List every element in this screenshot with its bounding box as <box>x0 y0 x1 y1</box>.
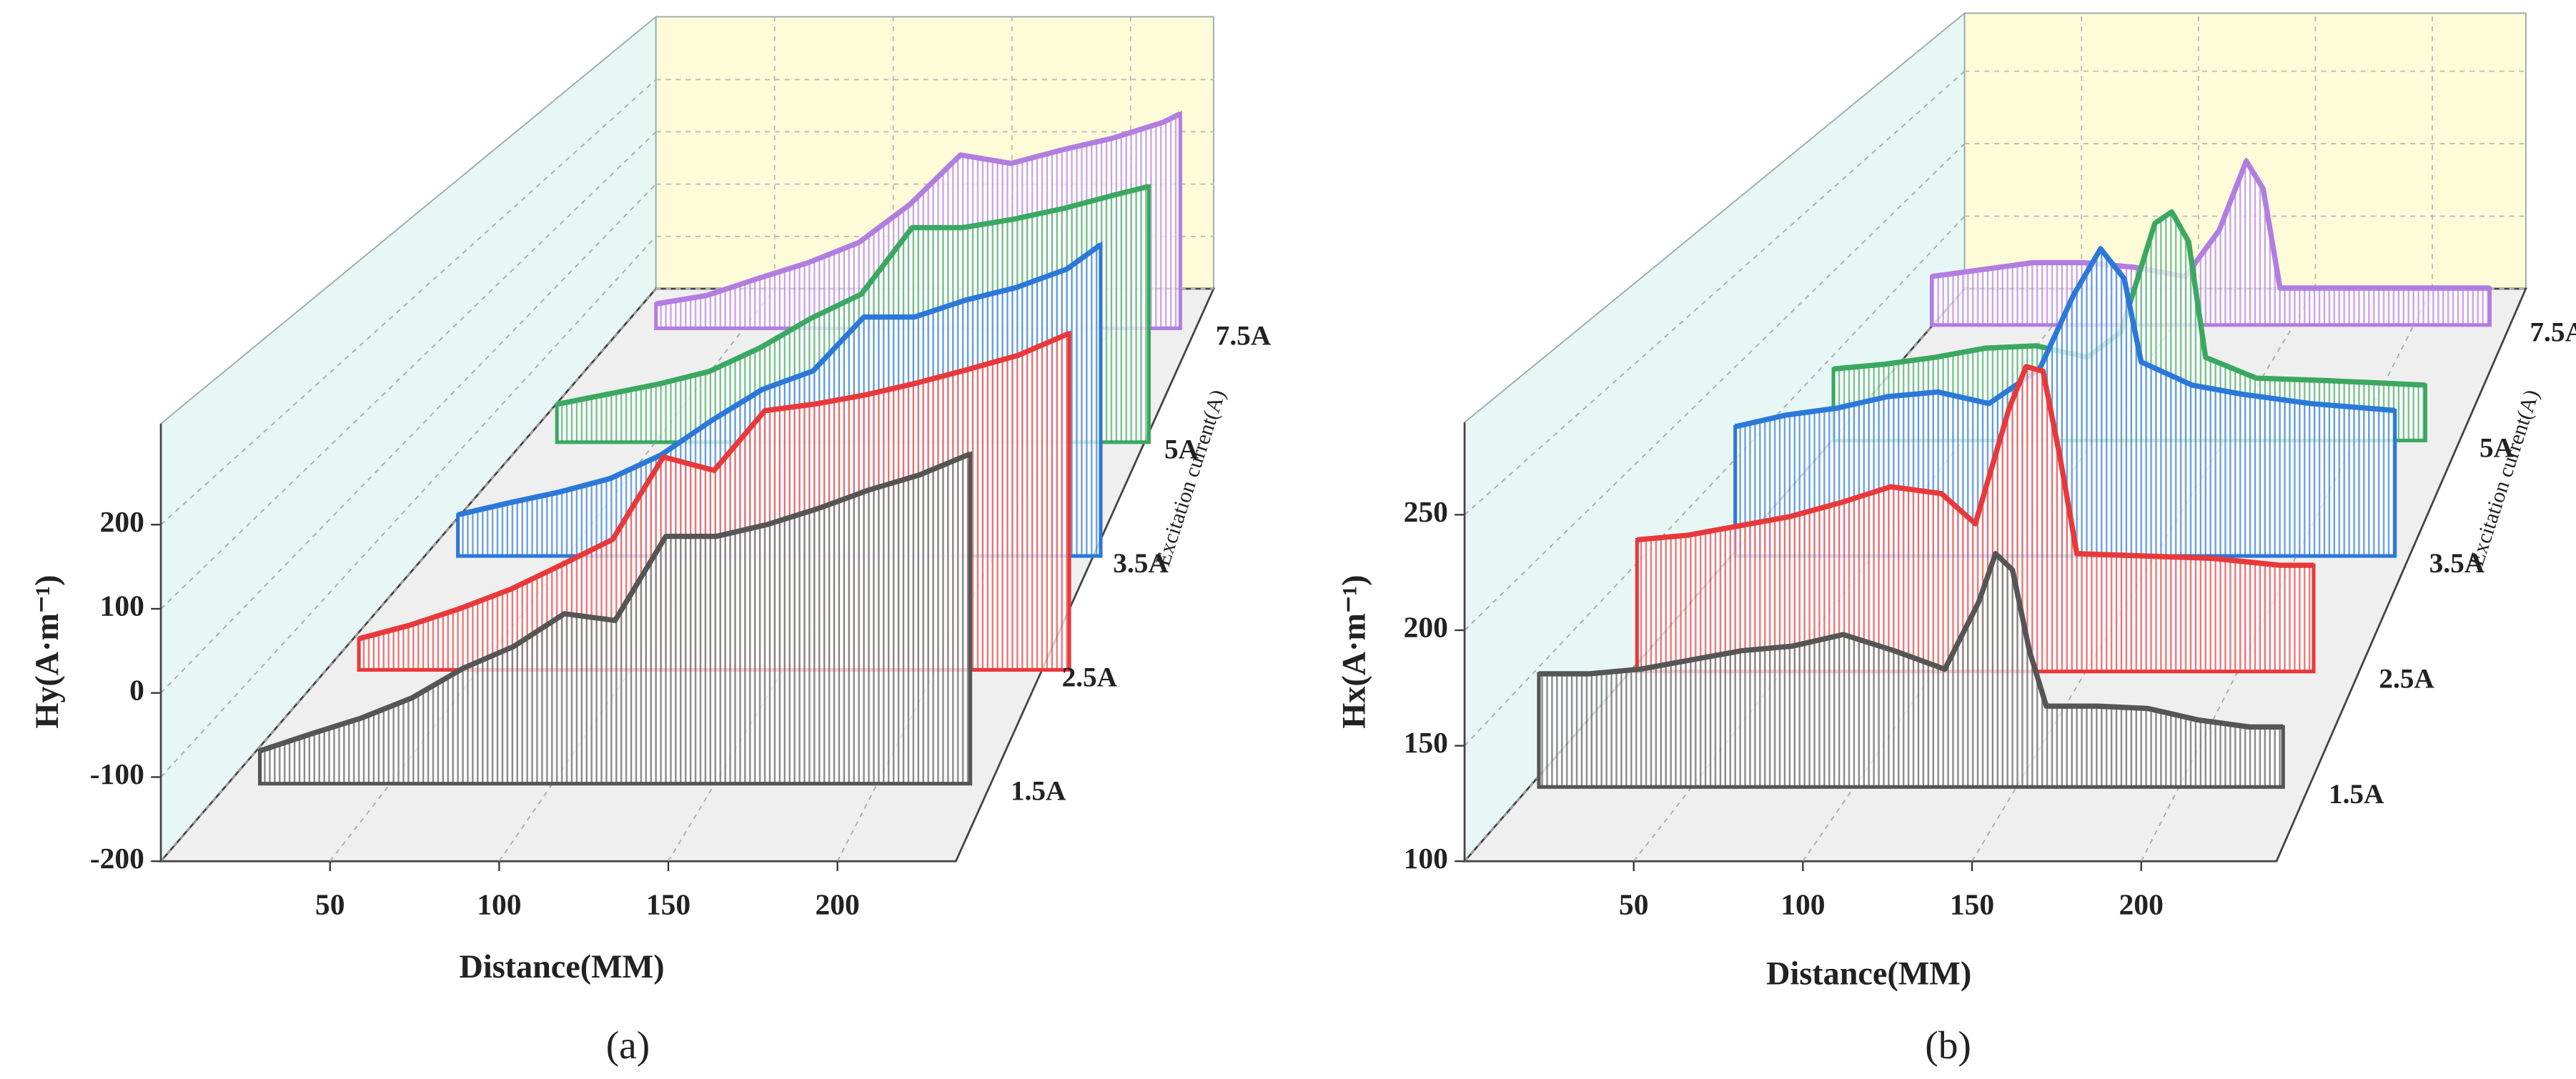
depth-label: 7.5A <box>2530 317 2576 348</box>
y-tick-label: 250 <box>1404 495 1448 528</box>
grid-line <box>160 288 657 862</box>
x-tick-label: 200 <box>816 887 860 920</box>
depth-axis-title: Excitation current(A) <box>1151 387 1230 569</box>
series-line <box>1636 364 2314 568</box>
y-tick-label: 0 <box>129 673 144 706</box>
panel-label: (a) <box>606 1023 650 1067</box>
y-tick-label: 150 <box>1404 726 1448 759</box>
y-axis-title: Hy(A·m⁻¹) <box>29 575 65 728</box>
y-tick-label: 200 <box>1404 611 1448 644</box>
y-tick-label: 100 <box>1404 842 1448 875</box>
depth-label: 7.5A <box>1216 320 1272 351</box>
grid-line <box>1464 70 1966 516</box>
x-tick-label: 100 <box>477 887 521 920</box>
x-tick-label: 150 <box>1950 887 1994 920</box>
series-line <box>1833 209 2426 388</box>
x-tick-label: 150 <box>646 887 690 920</box>
depth-label: 5A <box>2480 432 2515 463</box>
x-tick-label: 200 <box>2119 887 2164 920</box>
y-tick-label: 200 <box>100 505 144 538</box>
y-axis-title: Hx(A·m⁻¹) <box>1336 575 1372 728</box>
series-line <box>259 451 971 754</box>
y-tick-label: 100 <box>100 590 144 622</box>
series-line <box>1538 551 2284 730</box>
series-line <box>1734 246 2395 429</box>
x-tick-label: 50 <box>315 887 345 920</box>
x-tick-label: 50 <box>1619 887 1649 920</box>
depth-axis-title: Excitation current(A) <box>2464 387 2544 569</box>
depth-label: 3.5A <box>2429 548 2485 579</box>
depth-label: 1.5A <box>1011 776 1066 807</box>
panel-label: (b) <box>1925 1023 1971 1067</box>
series-line <box>556 184 1150 407</box>
grid-line <box>1464 215 1966 747</box>
y-tick-label: -200 <box>90 842 144 875</box>
grid-line <box>160 79 657 525</box>
series-line <box>358 330 1071 642</box>
depth-label: 5A <box>1164 434 1199 465</box>
depth-label: 3.5A <box>1113 548 1169 579</box>
series-line <box>1931 158 2490 291</box>
grid-line <box>1464 143 1966 631</box>
x-tick-label: 100 <box>1780 887 1825 920</box>
series-line <box>457 242 1103 517</box>
x-axis-title: Distance(MM) <box>460 948 665 985</box>
grid-line <box>160 236 657 778</box>
depth-label: 2.5A <box>2379 664 2434 695</box>
series-line <box>655 111 1182 307</box>
y-tick-label: -100 <box>90 757 144 790</box>
x-axis-title: Distance(MM) <box>1766 955 1971 991</box>
depth-label: 2.5A <box>1062 662 1118 692</box>
depth-label: 1.5A <box>2329 779 2384 810</box>
